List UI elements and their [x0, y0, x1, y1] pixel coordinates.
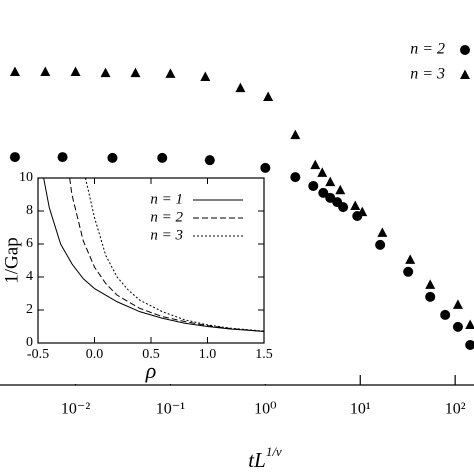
triangle-marker: [40, 66, 51, 76]
circle-marker: [440, 309, 451, 320]
triangle-marker: [70, 66, 81, 76]
triangle-marker: [465, 319, 474, 329]
x-axis-label: tL1/ν: [248, 444, 282, 472]
triangle-marker: [405, 254, 416, 264]
line-series: [43, 177, 265, 332]
x-tick-label: 10⁻²: [61, 401, 90, 418]
y-tick-label: 2: [26, 302, 33, 317]
triangle-marker: [130, 67, 141, 78]
circle-marker: [290, 172, 301, 183]
x-tick-label: 0.0: [86, 347, 104, 362]
triangle-marker: [310, 159, 321, 170]
circle-marker: [308, 180, 319, 191]
x-label-sup: 1/ν: [266, 444, 282, 459]
circle-marker: [260, 162, 271, 173]
x-tick-label: 10⁰: [254, 401, 276, 418]
triangle-marker: [377, 227, 388, 237]
y-axis-label: 1/Gap: [1, 237, 22, 283]
circle-marker: [204, 155, 215, 166]
circle-marker: [318, 187, 329, 198]
triangle-marker: [200, 71, 211, 81]
line-series: [69, 177, 265, 332]
inset-background: [0, 174, 272, 384]
triangle-marker: [9, 66, 20, 76]
x-tick-label: 1.5: [255, 347, 273, 362]
circle-marker: [338, 202, 349, 213]
triangle-marker: [263, 91, 274, 102]
x-tick-label: 1.0: [199, 347, 217, 362]
circle-marker: [157, 152, 168, 163]
x-tick-label: 10²: [445, 401, 466, 418]
x-label-base: tL: [248, 448, 266, 472]
circle-marker: [9, 152, 20, 163]
triangle-marker: [290, 129, 301, 140]
circle-marker: [375, 239, 386, 250]
triangle-marker: [335, 184, 346, 195]
x-axis-label: ρ: [145, 358, 157, 383]
triangle-marker: [357, 206, 368, 217]
legend-label: n = 3: [410, 66, 445, 83]
triangle-marker: [100, 67, 111, 78]
y-tick-label: 10: [19, 170, 33, 185]
triangle-marker: [317, 167, 328, 177]
x-tick-label: 0.5: [142, 347, 160, 362]
x-tick-label: 10¹: [350, 401, 371, 418]
triangle-marker: [235, 82, 246, 93]
circle-marker: [107, 152, 118, 163]
y-tick-label: 4: [26, 269, 33, 284]
y-tick-label: 8: [26, 203, 33, 218]
x-tick-label: 10⁻¹: [156, 401, 185, 418]
circle-marker: [57, 152, 68, 163]
circle-marker: [425, 291, 436, 302]
legend-marker: [460, 69, 470, 79]
triangle-marker: [425, 279, 436, 289]
circle-marker: [465, 339, 474, 350]
legend-label: n = 3: [150, 227, 183, 243]
triangle-marker: [325, 176, 336, 187]
y-tick-label: 6: [26, 236, 33, 251]
circle-marker: [452, 321, 463, 332]
legend-label: n = 2: [410, 41, 445, 58]
legend-label: n = 2: [150, 209, 183, 225]
y-tick-label: 0: [26, 335, 33, 350]
legend-marker: [460, 45, 470, 55]
legend-label: n = 1: [150, 191, 183, 207]
x-tick-label: -0.5: [27, 347, 49, 362]
triangle-marker: [165, 68, 176, 78]
circle-marker: [403, 266, 414, 277]
triangle-marker: [452, 299, 463, 309]
triangle-marker: [350, 200, 361, 210]
line-series: [84, 177, 265, 332]
